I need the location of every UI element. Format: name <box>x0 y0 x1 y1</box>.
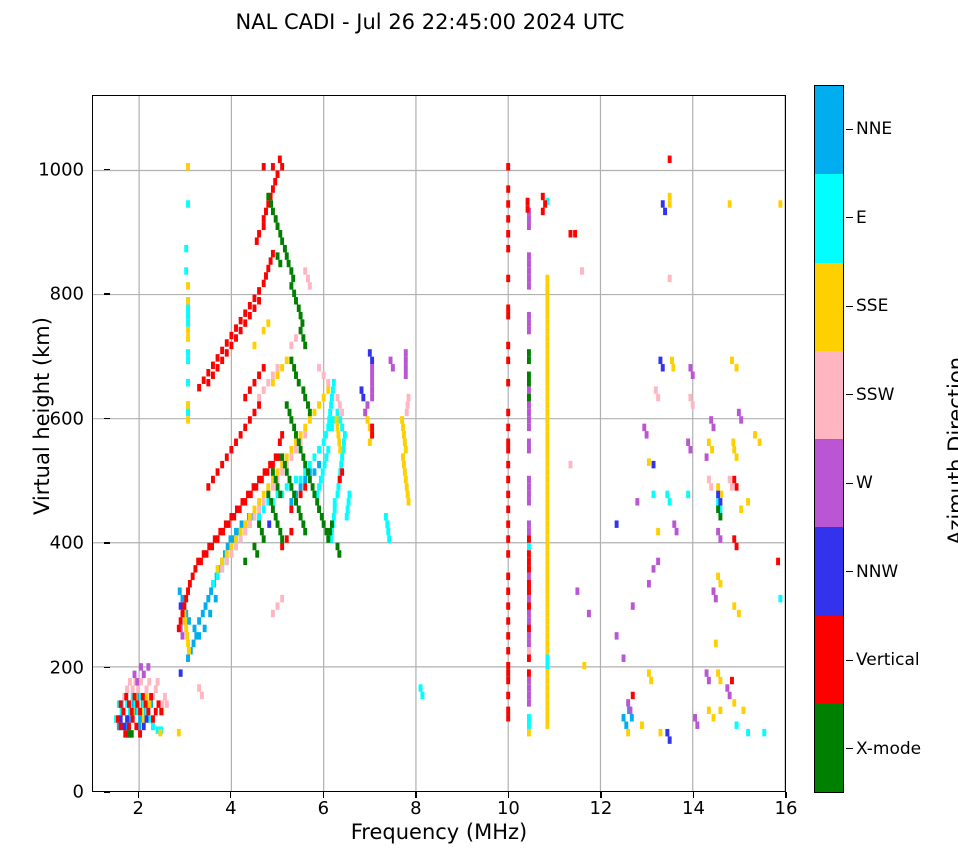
colorbar-label-ssw: SSW <box>856 384 895 405</box>
series-w <box>132 207 744 729</box>
colorbar-segment-e[interactable] <box>815 174 843 263</box>
colorbar-title: Azimuth Direction <box>944 356 958 546</box>
y-axis-label: Virtual height (km) <box>30 317 54 515</box>
series-nnw <box>118 200 723 744</box>
y-tick-label: 200 <box>49 657 84 679</box>
y-tick-mark <box>104 417 110 420</box>
colorbar-label-x-mode: X-mode <box>856 738 922 759</box>
colorbar-label-vertical: Vertical <box>856 650 920 671</box>
y-tick-label: 800 <box>49 283 84 305</box>
x-tick-mark <box>692 792 695 798</box>
colorbar-tick <box>846 128 853 130</box>
x-tick-label: 8 <box>410 798 422 819</box>
x-axis-label: Frequency (MHz) <box>350 820 528 844</box>
colorbar-label-e: E <box>856 207 867 228</box>
x-tick-label: 2 <box>132 798 144 819</box>
colorbar-segment-x-mode[interactable] <box>815 703 843 792</box>
scatter-data <box>114 155 783 744</box>
colorbar-tick <box>846 748 853 750</box>
y-tick-mark <box>104 542 110 544</box>
x-tick-label: 10 <box>496 798 520 819</box>
colorbar-tick <box>846 305 853 307</box>
colorbar[interactable] <box>814 85 844 793</box>
colorbar-label-nnw: NNW <box>856 561 899 582</box>
y-tick-mark <box>104 168 110 171</box>
colorbar-tick <box>846 659 853 661</box>
colorbar-tick <box>846 394 853 396</box>
y-tick-mark <box>104 791 110 793</box>
x-tick-mark <box>322 792 325 798</box>
colorbar-tick <box>846 482 853 484</box>
x-tick-label: 12 <box>589 798 613 819</box>
y-tick-label: 400 <box>49 532 84 554</box>
colorbar-segment-vertical[interactable] <box>815 615 843 704</box>
y-tick-mark <box>104 293 110 295</box>
x-tick-label: 16 <box>774 798 798 819</box>
x-tick-mark <box>600 792 602 798</box>
x-tick-label: 6 <box>317 798 330 819</box>
y-tick-label: 0 <box>72 781 84 803</box>
y-tick-label: 600 <box>49 408 84 430</box>
plot-title: NAL CADI - Jul 26 22:45:00 2024 UTC <box>235 10 625 34</box>
y-axis-ticks: 0 200 400 600 800 1000 <box>16 0 110 857</box>
series-sse <box>125 163 783 737</box>
colorbar-tick <box>846 217 853 219</box>
series-vertical <box>115 155 781 738</box>
series-e <box>114 197 783 737</box>
colorbar-label-w: W <box>856 473 873 494</box>
x-tick-mark <box>415 792 417 798</box>
series-nne <box>116 460 634 738</box>
x-tick-mark <box>507 792 510 798</box>
y-tick-mark <box>104 666 110 669</box>
x-tick-label: 4 <box>225 798 237 819</box>
colorbar-label-nne: NNE <box>856 119 893 140</box>
x-tick-mark <box>230 792 232 798</box>
x-tick-mark <box>137 792 139 798</box>
colorbar-segment-sse[interactable] <box>815 262 843 351</box>
colorbar-segment-nne[interactable] <box>815 86 843 175</box>
x-tick-label: 14 <box>682 798 705 819</box>
colorbar-segment-ssw[interactable] <box>815 350 843 439</box>
series-x-mode <box>127 192 723 738</box>
colorbar-segment-nnw[interactable] <box>815 527 843 616</box>
colorbar-tick <box>846 571 853 573</box>
colorbar-label-sse: SSE <box>856 296 889 317</box>
colorbar-segment-w[interactable] <box>815 439 843 528</box>
y-tick-label: 1000 <box>38 159 84 181</box>
x-tick-mark <box>785 792 787 798</box>
plot-area[interactable] <box>92 95 786 792</box>
